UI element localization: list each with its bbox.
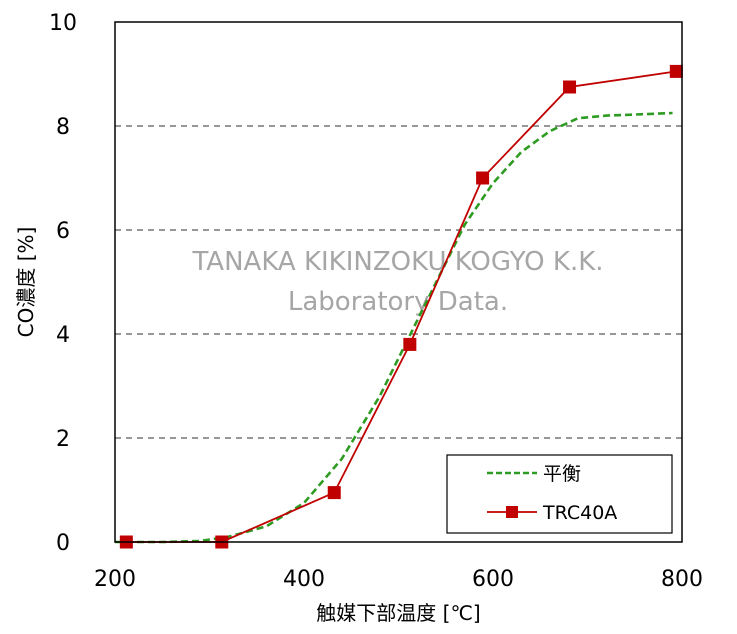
y-axis-title: CO濃度 [%] — [14, 227, 38, 338]
data-point-trc40a — [476, 171, 490, 185]
y-tick-label: 8 — [56, 115, 70, 140]
x-tick-label: 400 — [283, 567, 325, 592]
y-tick-label: 10 — [49, 11, 77, 36]
x-axis-title: 触媒下部温度 [℃] — [316, 601, 480, 625]
x-tick-label: 800 — [661, 567, 703, 592]
data-point-trc40a — [403, 337, 417, 351]
watermark-line: TANAKA KIKINZOKU KOGYO K.K. — [191, 247, 603, 277]
watermark: TANAKA KIKINZOKU KOGYO K.K. Laboratory Da… — [191, 247, 603, 317]
data-point-trc40a — [669, 64, 683, 78]
data-point-trc40a — [327, 486, 341, 500]
axis-ticks: 0 2 4 6 8 10 200 400 600 800 — [49, 11, 703, 592]
legend-box — [446, 454, 673, 534]
y-tick-label: 6 — [56, 219, 70, 244]
y-tick-label: 4 — [56, 323, 70, 348]
x-tick-label: 200 — [94, 567, 136, 592]
data-point-trc40a — [563, 80, 577, 94]
watermark-line: Laboratory Data. — [288, 287, 508, 317]
gridlines — [115, 125, 682, 439]
series-line-equilibrium — [115, 111, 673, 544]
y-tick-label: 2 — [56, 427, 70, 452]
x-tick-label: 600 — [472, 567, 514, 592]
legend-marker-trc40a — [506, 506, 518, 518]
legend-label-equilibrium: 平衡 — [543, 463, 581, 485]
legend-label-trc40a: TRC40A — [542, 502, 617, 524]
plot-frame — [114, 21, 683, 543]
y-tick-label: 0 — [56, 531, 70, 556]
legend: 平衡 TRC40A — [446, 454, 673, 534]
